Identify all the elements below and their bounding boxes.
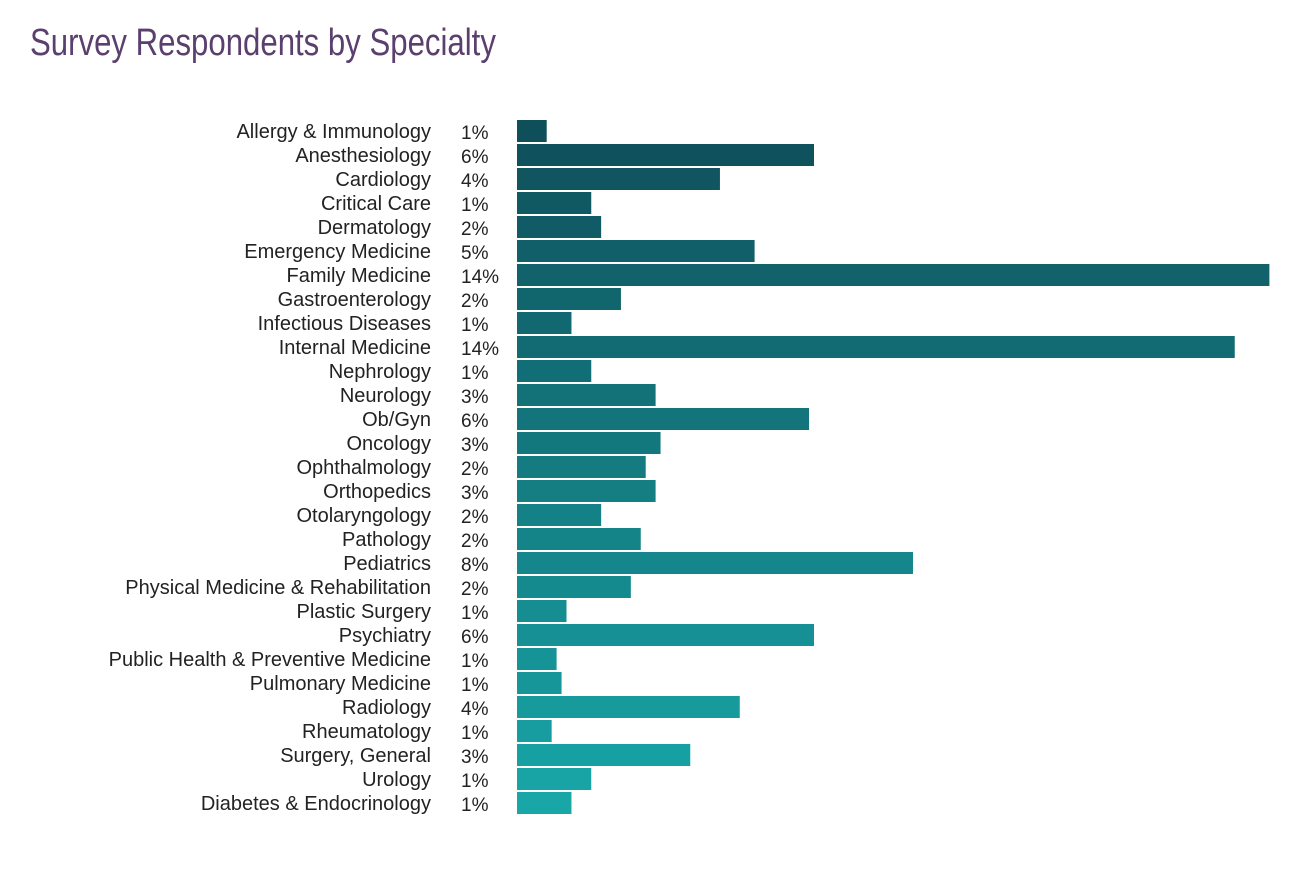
category-label: Physical Medicine & Rehabilitation [125, 577, 431, 599]
value-label: 6% [461, 627, 489, 648]
category-label: Otolaryngology [296, 505, 431, 527]
value-label: 2% [461, 459, 489, 480]
category-label: Critical Care [321, 193, 431, 215]
value-label: 3% [461, 483, 489, 504]
category-label: Cardiology [335, 169, 431, 191]
value-label: 2% [461, 579, 489, 600]
category-label: Ob/Gyn [362, 409, 431, 431]
value-label: 1% [461, 363, 489, 384]
category-label: Ophthalmology [296, 457, 431, 479]
value-label: 6% [461, 411, 489, 432]
category-label: Plastic Surgery [297, 601, 432, 623]
category-label: Urology [362, 769, 431, 791]
bar [517, 168, 720, 190]
bar [517, 192, 592, 214]
bar [517, 120, 547, 142]
value-label: 2% [461, 507, 489, 528]
value-label: 1% [461, 771, 489, 792]
bar [517, 504, 602, 526]
bar [517, 672, 562, 694]
value-label: 1% [461, 795, 489, 816]
category-label: Psychiatry [339, 625, 431, 647]
bar [517, 360, 592, 382]
category-label: Diabetes & Endocrinology [201, 793, 431, 815]
value-label: 1% [461, 651, 489, 672]
value-label: 1% [461, 315, 489, 336]
category-label: Pulmonary Medicine [250, 673, 431, 695]
category-label: Emergency Medicine [244, 241, 431, 263]
bar [517, 408, 810, 430]
bar [517, 432, 661, 454]
bar [517, 240, 755, 262]
value-label: 1% [461, 123, 489, 144]
bar [517, 456, 646, 478]
bar [517, 288, 621, 310]
value-label: 1% [461, 675, 489, 696]
bar [517, 792, 572, 814]
value-label: 5% [461, 243, 489, 264]
chart-title: Survey Respondents by Specialty [30, 22, 496, 64]
category-label: Orthopedics [323, 481, 431, 503]
bar [517, 744, 691, 766]
value-label: 3% [461, 435, 489, 456]
bar [517, 312, 572, 334]
category-label: Anesthesiology [295, 145, 431, 167]
bar [517, 336, 1235, 358]
bar [517, 528, 641, 550]
value-label: 3% [461, 387, 489, 408]
category-label: Internal Medicine [279, 337, 431, 359]
bar [517, 576, 631, 598]
value-label: 6% [461, 147, 489, 168]
bar [517, 648, 557, 670]
bar [517, 480, 656, 502]
category-label: Family Medicine [287, 265, 431, 287]
category-label: Infectious Diseases [258, 313, 431, 335]
category-label: Neurology [340, 385, 431, 407]
category-label: Rheumatology [302, 721, 431, 743]
value-label: 4% [461, 699, 489, 720]
category-label: Pathology [342, 529, 431, 551]
bar [517, 696, 740, 718]
bar [517, 600, 567, 622]
category-label: Allergy & Immunology [236, 121, 431, 143]
value-label: 8% [461, 555, 489, 576]
value-label: 2% [461, 219, 489, 240]
value-label: 14% [461, 339, 499, 360]
category-label: Public Health & Preventive Medicine [109, 649, 431, 671]
value-label: 2% [461, 531, 489, 552]
category-label: Pediatrics [343, 553, 431, 575]
bar [517, 624, 814, 646]
bar [517, 768, 592, 790]
value-label: 4% [461, 171, 489, 192]
category-label: Radiology [342, 697, 431, 719]
category-label: Nephrology [329, 361, 431, 383]
value-label: 1% [461, 603, 489, 624]
value-label: 1% [461, 723, 489, 744]
category-label: Dermatology [318, 217, 431, 239]
bar [517, 720, 552, 742]
value-label: 3% [461, 747, 489, 768]
bar [517, 384, 656, 406]
category-label: Oncology [347, 433, 432, 455]
value-label: 2% [461, 291, 489, 312]
category-label: Gastroenterology [278, 289, 431, 311]
bar [517, 264, 1270, 286]
category-label: Surgery, General [280, 745, 431, 767]
bar [517, 552, 913, 574]
bar [517, 216, 602, 238]
value-label: 1% [461, 195, 489, 216]
value-label: 14% [461, 267, 499, 288]
bar [517, 144, 814, 166]
